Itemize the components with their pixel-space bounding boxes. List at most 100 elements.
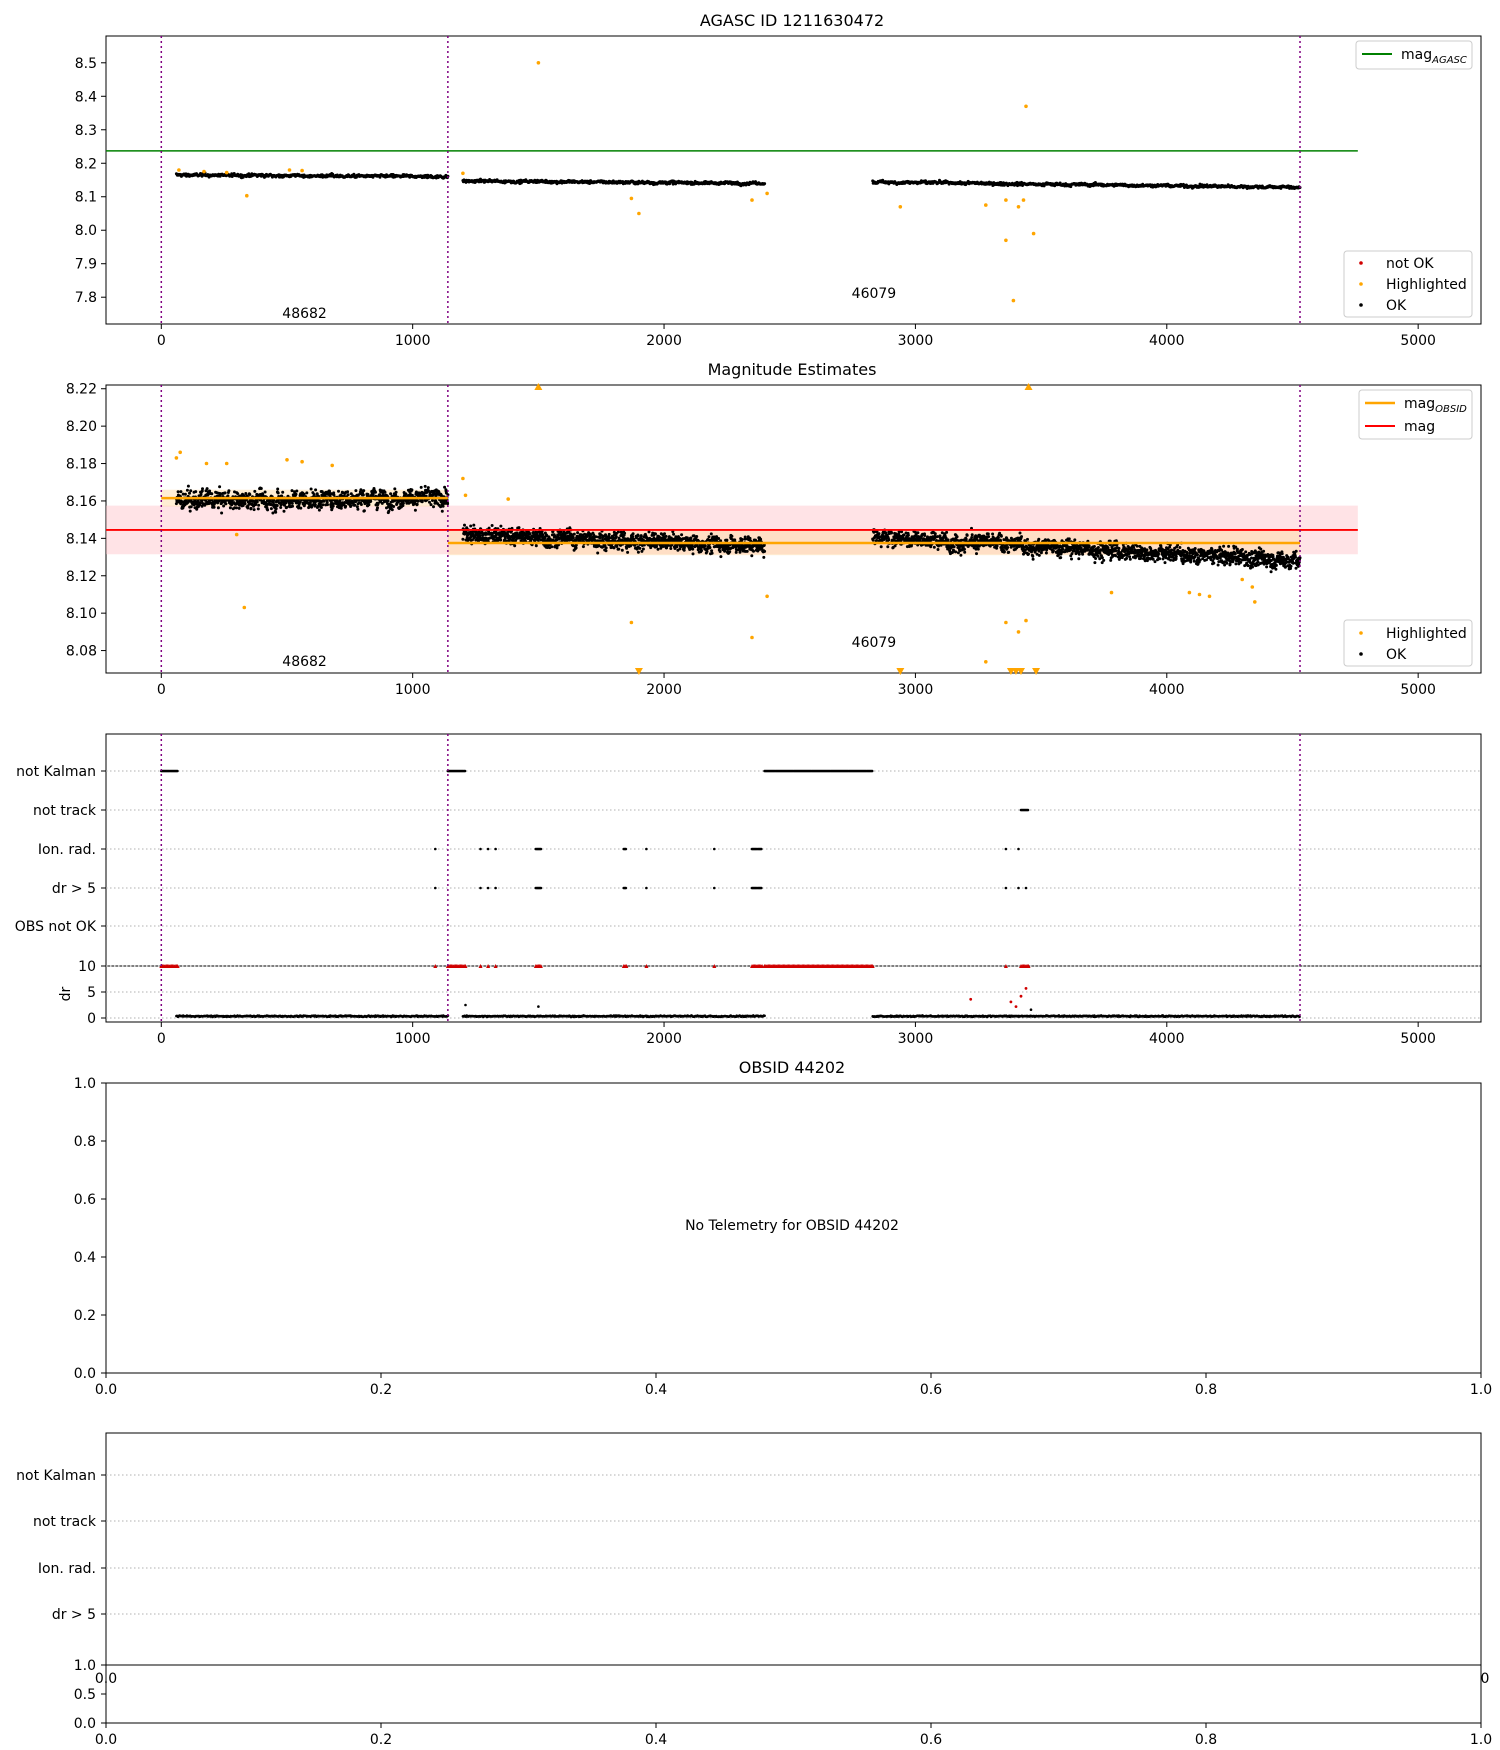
ok-point [294,492,298,496]
ok-point [1007,550,1011,554]
ok-point [626,550,630,554]
ok-point [664,534,668,538]
ok-point [446,502,450,506]
ok-point [431,499,434,502]
ok-point [663,532,666,536]
ok-point [393,487,397,491]
x-tick-label: 5000 [1400,333,1436,349]
ok-point [416,499,420,503]
ok-point [879,545,883,549]
ok-point [740,538,744,541]
ok-point [1002,550,1006,554]
ok-point [226,494,230,498]
ok-point [745,549,749,553]
ok-point [359,488,363,492]
ok-point [282,509,286,513]
x-tick-label: 4000 [1149,682,1185,698]
panel-2-frame [105,384,1482,674]
ok-point [188,509,192,513]
ok-point [410,488,414,492]
highlighted-point [765,191,769,196]
y-tick-label: 8.08 [66,644,97,660]
ok-point [201,487,204,491]
ok-point [490,524,494,527]
ok-point [259,487,263,490]
ok-point [728,550,732,554]
highlighted-point [245,193,249,198]
ok-point [718,550,722,553]
ok-point [612,546,616,550]
panel-2-title: Magnitude Estimates [708,360,877,379]
ok-point [991,532,995,536]
ok-point [176,490,180,494]
highlighted-point [984,203,988,207]
ok-point [669,547,673,550]
ok-point [366,492,370,496]
ok-point [517,526,521,530]
ok-point [353,503,357,507]
ok-point [372,487,376,490]
ok-point [308,501,312,505]
ok-point [987,535,991,539]
ok-point [513,544,517,548]
panel-1-frame [105,35,1482,325]
highlighted-point [1024,104,1028,109]
ok-point [469,524,473,528]
ok-point [574,546,578,550]
ok-point [349,492,353,496]
ok-point [275,504,279,508]
ok-point [952,545,956,549]
ok-point [331,504,335,508]
ok-point [617,547,621,551]
ok-point [185,488,189,492]
ok-point [383,490,387,494]
x-tick-label: 0 [157,682,166,698]
ok-point [415,502,419,506]
ok-point [271,511,275,515]
ok-point [248,493,252,496]
highlighted-point [629,196,634,201]
ok-point [691,547,695,551]
ok-point [759,537,763,541]
ok-point [367,503,371,507]
y-tick-label: 8.10 [66,606,97,622]
ok-point [995,544,999,548]
ok-point [426,486,430,490]
ok-point [295,489,299,493]
ok-point [1018,531,1022,535]
highlighted-point [177,168,181,172]
ok-point [355,505,359,509]
ok-point [752,549,755,553]
ok-point [762,555,766,559]
ok-point [1020,535,1023,539]
highlighted-point [1016,205,1021,209]
ok-point [266,508,270,512]
ok-point [235,506,238,510]
ok-point [268,499,272,503]
highlighted-point [1021,198,1026,202]
ok-point [228,506,232,510]
highlighted-point [287,168,292,172]
y-tick-label: 8.22 [66,382,97,398]
highlighted-point [1031,231,1036,236]
ok-point [319,506,323,509]
ok-point [607,532,611,536]
y-tick-label: 8.20 [66,419,97,435]
y-tick-label: 8.18 [66,457,97,473]
ok-point [386,499,390,503]
ok-point [970,536,974,539]
ok-point [325,500,329,504]
highlighted-point [1004,238,1008,243]
x-tick-label: 1000 [395,333,431,349]
highlighted-point [898,205,903,209]
highlighted-point [300,168,304,173]
ok-point [441,504,445,508]
ok-point [290,501,294,505]
ok-point [572,532,576,536]
ok-point [298,500,302,504]
ok-point [975,552,978,556]
ok-point [656,547,660,551]
ok-point [227,489,231,493]
ok-point [639,534,643,538]
highlighted-point [461,171,465,176]
